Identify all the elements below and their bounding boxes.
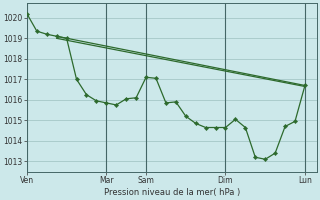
X-axis label: Pression niveau de la mer( hPa ): Pression niveau de la mer( hPa ) (104, 188, 240, 197)
